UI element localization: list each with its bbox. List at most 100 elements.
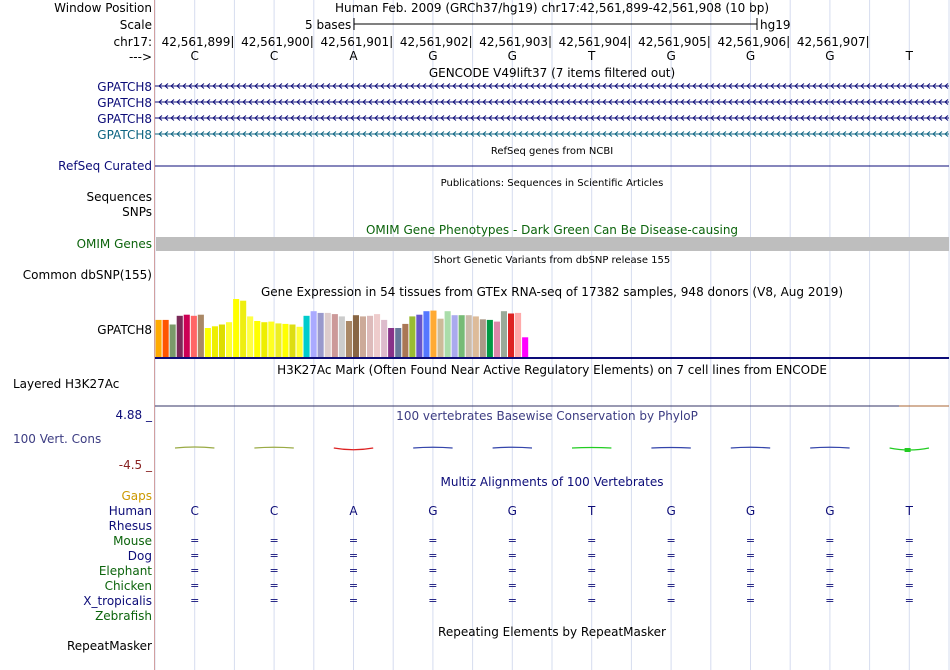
gtex-tissue-bar	[190, 315, 197, 357]
gtex-track-label[interactable]: GPATCH8	[97, 323, 152, 337]
multiz-match-symbol: =	[745, 564, 756, 577]
multiz-match-symbol: =	[428, 564, 438, 577]
ruler-base-letter: C	[269, 49, 279, 63]
phylop-score-mark	[810, 446, 850, 449]
gtex-tissue-bar	[218, 324, 225, 357]
phylop-score-mark	[413, 446, 453, 449]
gencode-track-title[interactable]: GENCODE V49lift37 (7 items filtered out)	[428, 66, 676, 80]
multiz-human-base: G	[428, 504, 438, 518]
multiz-human-base: C	[190, 504, 199, 518]
sequences-label[interactable]: Sequences	[86, 190, 152, 204]
gtex-tissue-bar	[437, 318, 444, 357]
multiz-match-symbol: =	[666, 579, 676, 592]
strand-label: --->	[128, 50, 152, 64]
refseq-track-title[interactable]: RefSeq genes from NCBI	[490, 146, 614, 157]
h3k27ac-track-label[interactable]: Layered H3K27Ac	[13, 377, 120, 391]
gtex-tissue-bar	[296, 326, 303, 357]
h3k27ac-track-title[interactable]: H3K27Ac Mark (Often Found Near Active Re…	[277, 363, 827, 377]
gtex-tissue-bar	[515, 312, 522, 357]
gtex-tissue-bar	[472, 316, 479, 357]
species-label: Mouse	[113, 534, 152, 548]
multiz-human-base: A	[349, 504, 358, 518]
repeatmasker-track-label[interactable]: RepeatMasker	[66, 639, 152, 653]
phylop-ymax-label: 4.88 _	[115, 408, 152, 422]
phylop-score-mark	[174, 446, 215, 449]
phylop-score-block	[904, 448, 911, 452]
gencode-item-label-3[interactable]: GPATCH8	[97, 112, 152, 126]
dbsnp-track-label[interactable]: Common dbSNP(155)	[22, 268, 152, 282]
multiz-match-symbol: =	[348, 564, 359, 577]
multiz-match-symbol: =	[348, 594, 359, 607]
gtex-tissue-bar	[486, 319, 493, 357]
ruler-position-label: 42,561,899	[161, 35, 231, 49]
gtex-tissue-bar	[381, 319, 388, 357]
multiz-match-symbol: =	[904, 534, 914, 547]
dbsnp-track-title[interactable]: Short Genetic Variants from dbSNP releas…	[433, 255, 671, 266]
omim-track-label[interactable]: OMIM Genes	[76, 237, 152, 251]
multiz-match-symbol: =	[904, 564, 914, 577]
gtex-tissue-bar	[183, 314, 190, 357]
gtex-tissue-bar	[310, 311, 317, 357]
window-position-label: Window Position	[54, 1, 152, 15]
phylop-track-label[interactable]: 100 Vert. Cons	[13, 432, 102, 446]
multiz-match-symbol: =	[587, 534, 597, 547]
ruler-base-letter: A	[349, 49, 358, 63]
multiz-match-symbol: =	[269, 579, 279, 592]
multiz-match-symbol: =	[666, 549, 676, 562]
multiz-human-base: G	[745, 504, 756, 518]
publications-track-title[interactable]: Publications: Sequences in Scientific Ar…	[440, 178, 664, 189]
ruler-base-letter: G	[428, 49, 438, 63]
phylop-track-title[interactable]: 100 vertebrates Basewise Conservation by…	[396, 409, 698, 423]
gtex-tissue-bar	[176, 315, 183, 357]
multiz-match-symbol: =	[348, 534, 359, 547]
gtex-tissue-bar	[247, 316, 254, 357]
gtex-tissue-bar	[352, 315, 359, 357]
ruler-position-label: 42,561,904	[558, 35, 628, 49]
species-label: Gaps	[121, 489, 152, 503]
refseq-track-label[interactable]: RefSeq Curated	[58, 159, 152, 173]
assembly-position-text: Human Feb. 2009 (GRCh37/hg19) chr17:42,5…	[334, 1, 770, 15]
ruler-position-label: 42,561,906	[717, 35, 787, 49]
gtex-tissue-bar	[416, 314, 423, 357]
multiz-match-symbol: =	[825, 579, 835, 592]
multiz-match-symbol: =	[428, 579, 438, 592]
label-separator	[154, 0, 155, 670]
gtex-tissue-bar	[522, 337, 529, 357]
gtex-track-title[interactable]: Gene Expression in 54 tissues from GTEx …	[260, 285, 844, 299]
multiz-match-symbol: =	[190, 579, 200, 592]
gtex-tissue-bar	[430, 310, 437, 357]
gencode-strand-arrows	[158, 83, 949, 89]
gtex-tissue-bar	[254, 321, 261, 357]
multiz-match-symbol: =	[666, 564, 676, 577]
gtex-tissue-bar	[451, 315, 458, 357]
multiz-human-base: T	[588, 504, 596, 518]
multiz-human-base: G	[507, 504, 517, 518]
repeatmasker-track-title[interactable]: Repeating Elements by RepeatMasker	[438, 625, 666, 639]
ruler-position-label: 42,561,903	[479, 35, 548, 49]
ruler-base-letter: G	[745, 49, 756, 63]
scale-bases-text: 5 bases	[305, 18, 352, 32]
gtex-tissue-bar	[324, 312, 331, 357]
ruler-position-label: 42,561,901	[320, 35, 390, 49]
ruler-position-label: 42,561,902	[399, 35, 469, 49]
phylop-score-mark	[651, 446, 691, 449]
multiz-match-symbol: =	[587, 564, 597, 577]
gtex-tissue-bar	[331, 314, 338, 357]
multiz-match-symbol: =	[745, 534, 756, 547]
gtex-tissue-bar	[303, 315, 310, 357]
multiz-match-symbol: =	[269, 549, 279, 562]
omim-track-title[interactable]: OMIM Gene Phenotypes - Dark Green Can Be…	[365, 223, 739, 237]
multiz-track-title[interactable]: Multiz Alignments of 100 Vertebrates	[440, 475, 664, 489]
gencode-strand-arrows	[158, 115, 949, 121]
ruler-base-letter: T	[905, 49, 913, 63]
gtex-tissue-bar	[409, 316, 416, 357]
gencode-item-label-1[interactable]: GPATCH8	[97, 80, 152, 94]
snps-label[interactable]: SNPs	[122, 205, 152, 219]
gencode-item-label-2[interactable]: GPATCH8	[97, 96, 152, 110]
gtex-tissue-bar	[162, 319, 169, 357]
gtex-tissue-bar	[169, 324, 176, 357]
gencode-item-label-4[interactable]: GPATCH8	[97, 128, 152, 142]
multiz-match-symbol: =	[904, 549, 914, 562]
multiz-match-symbol: =	[745, 579, 756, 592]
